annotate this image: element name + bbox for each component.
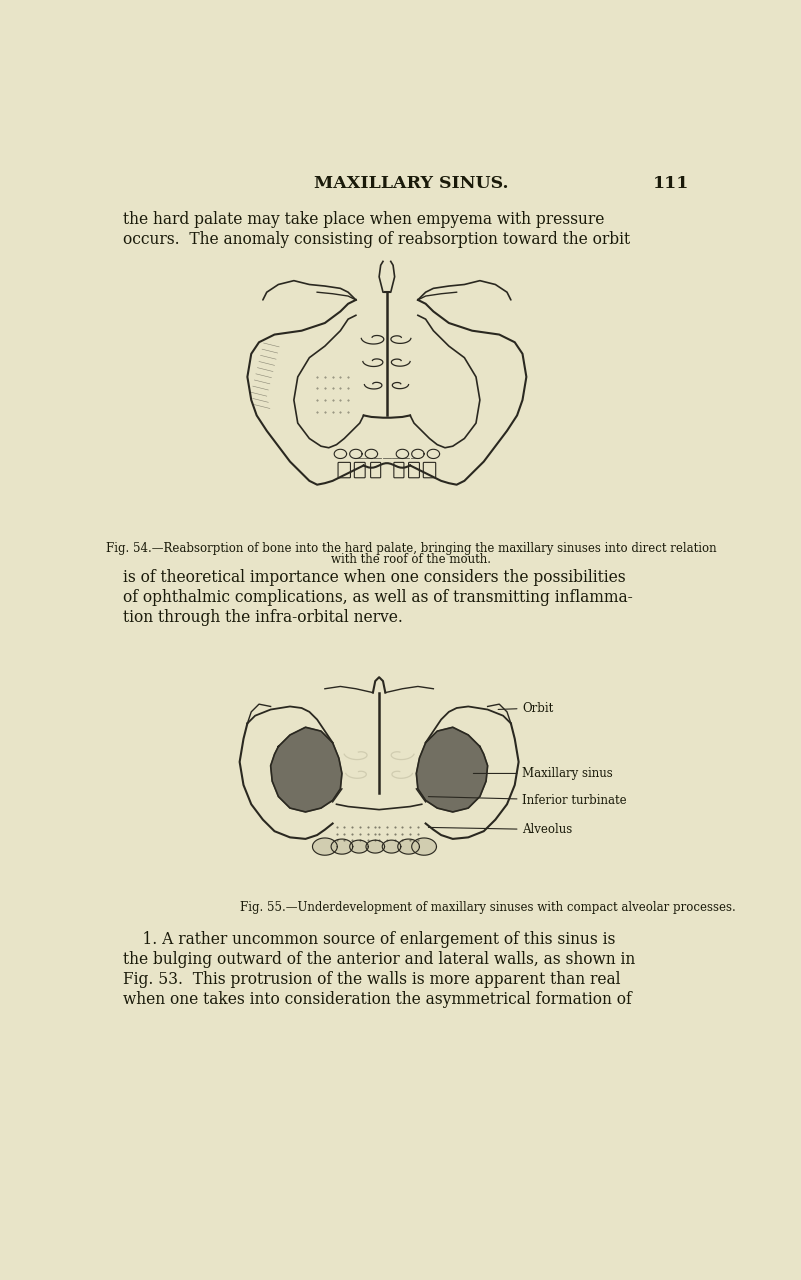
- Polygon shape: [331, 840, 352, 854]
- Text: 111: 111: [653, 175, 689, 192]
- Text: the hard palate may take place when empyema with pressure: the hard palate may take place when empy…: [123, 211, 605, 228]
- Text: Maxillary sinus: Maxillary sinus: [473, 767, 614, 780]
- Text: Fig. 54.—Reabsorption of bone into the hard palate, bringing the maxillary sinus: Fig. 54.—Reabsorption of bone into the h…: [106, 543, 716, 556]
- Text: the bulging outward of the anterior and lateral walls, as shown in: the bulging outward of the anterior and …: [123, 951, 636, 969]
- FancyBboxPatch shape: [394, 462, 404, 477]
- Polygon shape: [382, 840, 400, 852]
- Text: Orbit: Orbit: [498, 701, 553, 714]
- Text: Alveolus: Alveolus: [429, 823, 573, 836]
- Text: Inferior turbinate: Inferior turbinate: [429, 794, 627, 806]
- Text: 1. A rather uncommon source of enlargement of this sinus is: 1. A rather uncommon source of enlargeme…: [123, 932, 616, 948]
- Polygon shape: [412, 838, 437, 855]
- FancyBboxPatch shape: [371, 462, 380, 477]
- Text: is of theoretical importance when one considers the possibilities: is of theoretical importance when one co…: [123, 570, 626, 586]
- Text: occurs.  The anomaly consisting of reabsorption toward the orbit: occurs. The anomaly consisting of reabso…: [123, 232, 630, 248]
- Polygon shape: [271, 727, 342, 812]
- Polygon shape: [366, 840, 384, 852]
- Text: when one takes into consideration the asymmetrical formation of: when one takes into consideration the as…: [123, 991, 632, 1009]
- Polygon shape: [350, 840, 368, 852]
- FancyBboxPatch shape: [338, 462, 351, 477]
- FancyBboxPatch shape: [354, 462, 365, 477]
- FancyBboxPatch shape: [409, 462, 420, 477]
- Polygon shape: [417, 727, 488, 812]
- Text: tion through the infra-orbital nerve.: tion through the infra-orbital nerve.: [123, 609, 403, 626]
- Text: MAXILLARY SINUS.: MAXILLARY SINUS.: [314, 175, 508, 192]
- Text: with the roof of the mouth.: with the roof of the mouth.: [331, 553, 491, 566]
- FancyBboxPatch shape: [423, 462, 436, 477]
- Polygon shape: [312, 838, 337, 855]
- Text: Fig. 53.  This protrusion of the walls is more apparent than real: Fig. 53. This protrusion of the walls is…: [123, 972, 621, 988]
- Polygon shape: [398, 840, 420, 854]
- Text: Fig. 55.—Underdevelopment of maxillary sinuses with compact alveolar processes.: Fig. 55.—Underdevelopment of maxillary s…: [239, 901, 735, 914]
- Text: of ophthalmic complications, as well as of transmitting inflamma-: of ophthalmic complications, as well as …: [123, 589, 633, 607]
